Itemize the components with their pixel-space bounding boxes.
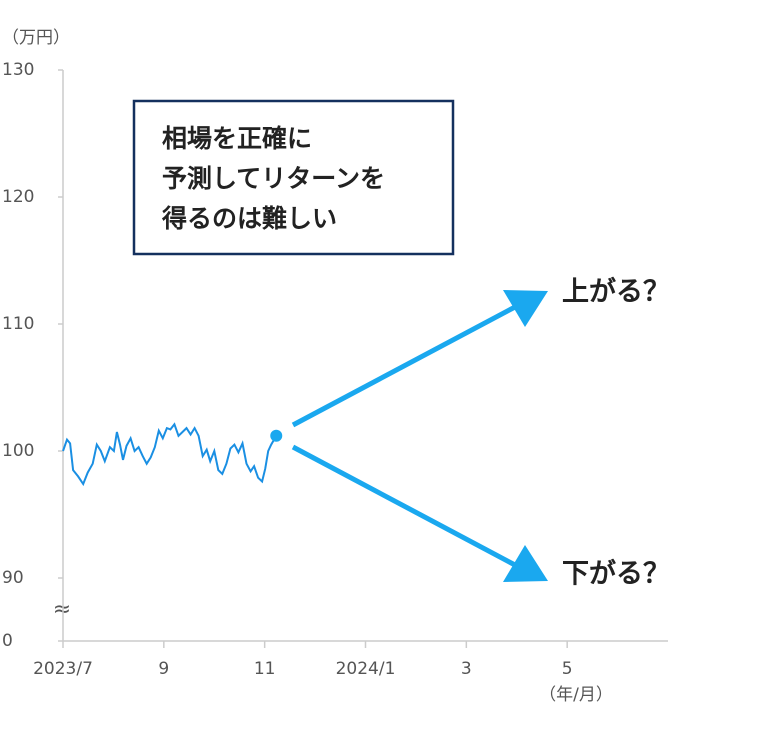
x-tick-label: 2024/1 — [336, 659, 396, 679]
x-tick-label: 5 — [562, 659, 573, 679]
up-arrow — [291, 304, 517, 428]
y-tick-label: 130 — [2, 60, 34, 80]
annotation-line: 予測してリターンを — [162, 164, 385, 193]
arrow-label: 下がる？ — [562, 558, 670, 590]
down-arrow — [291, 444, 517, 568]
y-tick-label: 110 — [2, 314, 34, 334]
x-tick-label: 9 — [158, 659, 169, 679]
line — [62, 422, 278, 487]
x-tick-label: 3 — [461, 659, 472, 679]
axis-break: ≈ — [53, 597, 71, 622]
annotation-line: 得るのは難しい — [161, 204, 337, 233]
end-point — [270, 429, 283, 442]
y-tick-label: 120 — [2, 187, 34, 207]
arrow-label: 上がる？ — [562, 276, 670, 308]
y-tick-label: 90 — [2, 568, 24, 588]
up-arrow-head — [503, 290, 548, 327]
annotation-line: 相場を正確に — [162, 124, 312, 153]
y-unit-label: （万円） — [2, 28, 70, 48]
x-unit-label: （年/月） — [539, 685, 613, 705]
x-tick-label: 11 — [254, 659, 276, 679]
x-tick-label: 2023/7 — [33, 659, 93, 679]
y-tick-label: 100 — [2, 441, 34, 461]
y-tick-label: 0 — [2, 631, 13, 651]
annotation-box — [132, 99, 455, 256]
down-arrow-head — [503, 545, 548, 582]
